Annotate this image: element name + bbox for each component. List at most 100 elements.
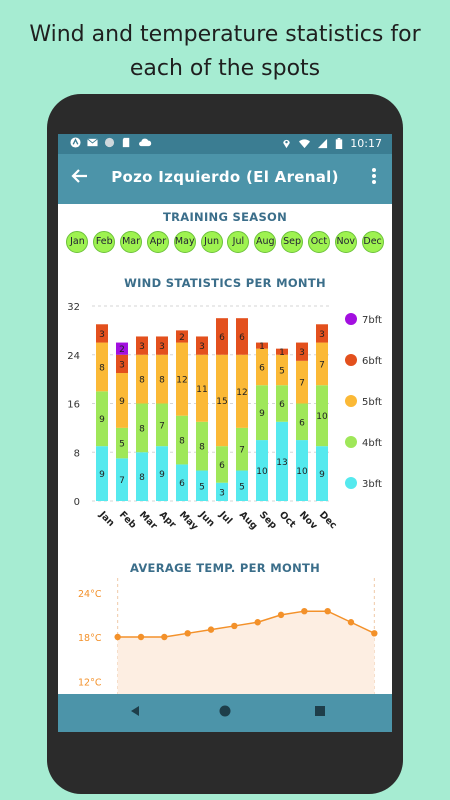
wind-x-tick-label: Mar <box>137 509 160 532</box>
season-month-nov: Nov <box>334 231 357 253</box>
wind-bar-4bft-jun <box>196 421 208 471</box>
wind-x-tick-label: Feb <box>117 509 139 531</box>
wind-bar-5bft-may <box>176 342 188 416</box>
wind-bar-4bft-may <box>176 415 188 465</box>
season-month-mar: Mar <box>120 231 143 253</box>
nav-home-button[interactable] <box>218 704 232 718</box>
wind-bar-6bft-sep <box>256 342 268 349</box>
wind-bar-3bft-may <box>176 464 188 501</box>
wind-bar-4bft-jul <box>216 446 228 483</box>
temp-y-tick-label: 24°C <box>78 589 102 600</box>
wind-bar-value-label: 10 <box>256 467 268 477</box>
training-season-title: TRAINING SEASON <box>162 210 288 224</box>
wind-bar-3bft-apr <box>156 446 168 501</box>
wind-bar-value-label: 9 <box>99 470 105 480</box>
wind-bar-value-label: 10 <box>296 467 308 477</box>
wind-bar-value-label: 6 <box>179 479 185 489</box>
wind-bar-value-label: 13 <box>276 458 287 468</box>
wind-bar-value-label: 11 <box>196 385 207 395</box>
legend-swatch-5bft <box>345 395 357 407</box>
mail-icon <box>87 138 98 147</box>
wind-bar-value-label: 3 <box>159 342 165 352</box>
temp-point-jun <box>231 622 238 630</box>
wind-x-tick-label: Dec <box>317 509 339 531</box>
wind-x-tick-label: Apr <box>157 509 178 530</box>
location-icon <box>283 139 291 149</box>
season-month-feb: Feb <box>93 231 116 253</box>
wind-bar-4bft-jan <box>96 391 108 447</box>
wind-bar-value-label: 12 <box>176 376 187 386</box>
temp-point-aug <box>277 611 285 619</box>
legend-label-5bft: 5bft <box>362 397 382 408</box>
wind-bar-value-label: 7 <box>319 360 325 370</box>
wind-bar-value-label: 2 <box>179 333 185 343</box>
wind-bar-value-label: 3 <box>319 330 325 340</box>
wind-bar-value-label: 2 <box>119 345 125 355</box>
wind-bar-value-label: 8 <box>139 376 145 386</box>
wind-bar-5bft-jul <box>216 354 228 447</box>
wind-bar-value-label: 9 <box>119 397 125 407</box>
app-icon <box>70 137 81 148</box>
wind-x-tick-label: Jul <box>216 509 234 527</box>
temp-point-mar <box>161 633 168 641</box>
legend-label-4bft: 4bft <box>362 438 382 449</box>
status-time: 10:17 <box>350 137 382 150</box>
wind-bar-5bft-aug <box>236 354 248 428</box>
wind-bar-value-label: 8 <box>139 424 145 434</box>
wind-bar-value-label: 5 <box>279 366 285 376</box>
legend-swatch-4bft <box>345 436 357 448</box>
legend-label-3bft: 3bft <box>362 479 382 490</box>
nav-recents-button[interactable] <box>313 704 327 718</box>
wind-bar-value-label: 5 <box>239 482 245 492</box>
wind-bar-3bft-oct <box>276 421 288 501</box>
wind-bar-3bft-jan <box>96 446 108 501</box>
wind-bar-6bft-dec <box>316 324 328 343</box>
season-month-jul: Jul <box>227 231 250 253</box>
wind-bar-3bft-nov <box>296 440 308 501</box>
wind-bar-3bft-sep <box>256 440 268 501</box>
back-button[interactable] <box>70 166 90 191</box>
wind-bar-5bft-jun <box>196 354 208 422</box>
wind-x-tick-label: May <box>177 509 201 533</box>
wind-bar-value-label: 1 <box>259 342 265 352</box>
nav-bar <box>58 694 392 732</box>
wind-bar-value-label: 9 <box>319 470 325 480</box>
wind-x-tick-label: Jun <box>196 509 217 530</box>
spot-title: Pozo Izquierdo (El Arenal) <box>111 168 339 186</box>
wind-y-tick-label: 32 <box>67 302 80 313</box>
wind-bar-3bft-jun <box>196 470 208 501</box>
wind-bar-5bft-feb <box>116 373 128 428</box>
wind-bar-4bft-dec <box>316 385 328 447</box>
circle-icon <box>104 137 115 148</box>
wind-bar-value-label: 8 <box>179 437 185 447</box>
wind-bar-4bft-mar <box>136 403 148 453</box>
wind-bar-5bft-sep <box>256 348 268 386</box>
wind-bar-6bft-oct <box>276 348 288 355</box>
wind-bar-value-label: 3 <box>299 348 305 358</box>
wind-stats-title: WIND STATISTICS PER MONTH <box>124 276 326 290</box>
overflow-menu-button[interactable] <box>370 166 378 193</box>
wind-bar-value-label: 7 <box>159 421 165 431</box>
temp-point-oct <box>324 607 331 615</box>
cloud-icon <box>139 138 152 147</box>
wind-bar-5bft-mar <box>136 354 148 404</box>
wind-bar-6bft-jul <box>216 318 228 355</box>
app-bar: Pozo Izquierdo (El Arenal) <box>58 154 392 204</box>
wind-bar-6bft-aug <box>236 318 248 355</box>
wind-bar-4bft-feb <box>116 427 128 459</box>
sd-card-icon <box>122 137 130 148</box>
wind-bar-3bft-aug <box>236 470 248 501</box>
wind-bar-value-label: 3 <box>219 488 225 498</box>
temp-area <box>117 611 375 696</box>
nav-back-button[interactable] <box>128 704 142 718</box>
wind-y-tick-label: 8 <box>74 448 80 459</box>
temp-point-jan <box>114 633 121 641</box>
season-month-jan: Jan <box>66 231 89 253</box>
wind-bar-3bft-dec <box>316 446 328 501</box>
wind-bar-value-label: 9 <box>99 415 105 425</box>
temp-line <box>117 610 375 638</box>
wind-x-tick-label: Jan <box>96 509 116 529</box>
temp-y-tick-label: 12°C <box>78 677 102 688</box>
season-month-oct: Oct <box>307 231 330 253</box>
wind-bar-value-label: 3 <box>119 360 125 370</box>
